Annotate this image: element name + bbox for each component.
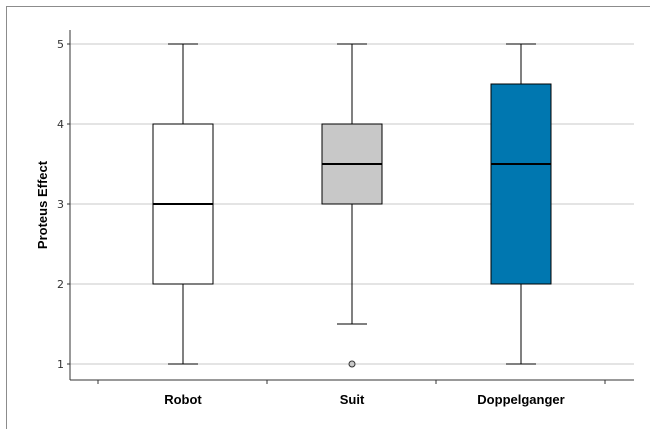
box-robot	[152, 43, 214, 365]
outlier-point	[348, 360, 356, 368]
box-suit	[321, 43, 383, 368]
y-tick-label: 1	[57, 358, 64, 371]
x-category-label: Robot	[164, 392, 202, 407]
chart-frame	[6, 6, 650, 429]
box-doppelganger	[490, 43, 552, 365]
y-tick-label: 5	[57, 38, 64, 51]
x-category-label: Suit	[340, 392, 365, 407]
y-tick-label: 4	[57, 118, 64, 131]
box-series	[152, 43, 552, 368]
y-tick-label: 3	[57, 198, 64, 211]
axes	[67, 30, 634, 384]
x-category-label: Doppelganger	[477, 392, 564, 407]
y-tick-label: 2	[57, 278, 64, 291]
box-iqr	[490, 83, 552, 285]
tick-labels: 1 2 3 4 5 Robot Suit Doppelganger	[57, 38, 565, 407]
y-axis-label: Proteus Effect	[35, 160, 50, 249]
